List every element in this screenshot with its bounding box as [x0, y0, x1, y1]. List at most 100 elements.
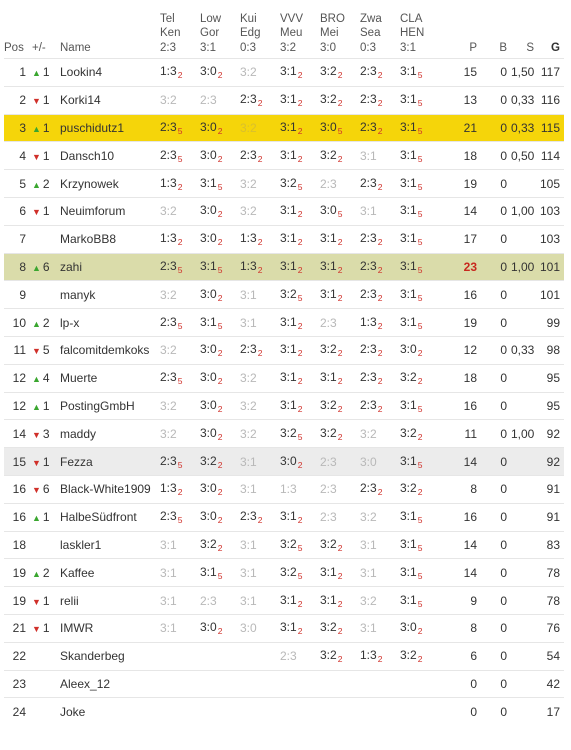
- player-name[interactable]: manyk: [60, 287, 96, 302]
- row-points-p: 18: [463, 148, 477, 163]
- player-name[interactable]: Lookin4: [60, 65, 103, 80]
- table-row[interactable]: 24 Joke 0 0 17: [4, 697, 564, 726]
- player-name[interactable]: Dansch10: [60, 148, 115, 163]
- row-change: ▼ 6: [32, 475, 60, 503]
- row-b: 0: [500, 148, 507, 163]
- player-name[interactable]: MarkoBB8: [60, 232, 117, 247]
- player-name[interactable]: relii: [60, 593, 79, 608]
- prediction-score: 3:2: [320, 620, 337, 635]
- table-row[interactable]: 9 manyk 3:2 3:02 3:1 3:25 3:12 2:32 3:15 16 0 101: [4, 280, 564, 309]
- row-points-p: 17: [463, 232, 477, 247]
- table-row[interactable]: 6 ▼ 1 Neuimforum 3:2 3:02 3:2 3:12 3:05 3:1 3:15 14…: [4, 197, 564, 225]
- prediction-score: 3:0: [360, 454, 377, 469]
- player-name[interactable]: Krzynowek: [60, 176, 119, 191]
- row-change: ▼ 1: [32, 86, 60, 114]
- header-pos[interactable]: Pos: [4, 41, 24, 54]
- header-b[interactable]: B: [499, 41, 507, 54]
- table-row[interactable]: 8 ▲ 6 zahi 2:35 3:15 1:32 3:12 3:12 2:32 3:15 23 0 1,…: [4, 253, 564, 281]
- table-row[interactable]: 11 ▼ 5 falcomitdemkoks 3:2 3:02 2:32 3:12 3:22 2:…: [4, 336, 564, 364]
- table-row[interactable]: 22 Skanderbeg 2:3 3:22 1:32 3:22 6 0 54: [4, 642, 564, 670]
- table-row[interactable]: 10 ▲ 2 lp-x 2:35 3:15 3:1 3:12 2:3 1:32 3:15 19 0 99: [4, 308, 564, 337]
- player-name[interactable]: Aleex_12: [60, 676, 111, 691]
- row-b: 0: [500, 65, 507, 80]
- header-match-1[interactable]: Tel Ken 2:3: [160, 13, 181, 54]
- player-name[interactable]: Fezza: [60, 454, 93, 469]
- header-p[interactable]: P: [469, 41, 477, 54]
- header-match-3[interactable]: Kui Edg 0:3: [240, 13, 261, 54]
- player-name[interactable]: zahi: [60, 259, 83, 274]
- row-position: 12: [12, 398, 26, 413]
- prediction-points: 2: [257, 515, 263, 526]
- header-match-4[interactable]: VVV Meu 3:2: [280, 13, 304, 54]
- table-row[interactable]: 16 ▲ 1 HalbeSüdfront 2:35 3:02 2:32 3:12 2:3 3:2 3…: [4, 503, 564, 531]
- header-name[interactable]: Name: [60, 41, 91, 54]
- player-name[interactable]: laskler1: [60, 537, 102, 552]
- table-row[interactable]: 15 ▼ 1 Fezza 2:35 3:22 3:1 3:02 2:3 3:0 3:15 14 0 92: [4, 447, 564, 476]
- prediction-cell: [280, 670, 320, 698]
- table-row[interactable]: 19 ▲ 2 Kaffee 3:1 3:15 3:1 3:25 3:12 3:1 3:15 14 0 78: [4, 558, 564, 587]
- header-match-6[interactable]: Zwa Sea 0:3: [360, 13, 382, 54]
- arrow-down-icon: ▼: [32, 207, 41, 218]
- player-name[interactable]: IMWR: [60, 621, 94, 636]
- player-name[interactable]: Muerte: [60, 371, 98, 386]
- prediction-score: 2:3: [160, 453, 177, 468]
- header-match-2[interactable]: Low Gor 3:1: [200, 13, 222, 54]
- prediction-score: 3:1: [160, 593, 177, 608]
- prediction-points: 2: [337, 598, 343, 609]
- table-row[interactable]: 16 ▼ 6 Black-White1909 1:32 3:02 3:1 1:3 2:3 2:32…: [4, 475, 564, 503]
- table-row[interactable]: 4 ▼ 1 Dansch10 2:35 3:02 2:32 3:12 3:22 3:1 3:15 18…: [4, 141, 564, 170]
- prediction-points: 2: [297, 209, 303, 220]
- prediction-points: 2: [217, 70, 223, 81]
- prediction-cell: [240, 698, 280, 726]
- table-row[interactable]: 3 ▲ 1 puschidutz1 2:35 3:02 3:2 3:12 3:05 2:32 3:1…: [4, 114, 564, 142]
- table-row[interactable]: 5 ▲ 2 Krzynowek 1:32 3:15 3:2 3:25 2:3 2:32 3:15 19…: [4, 169, 564, 198]
- table-row[interactable]: 7 MarkoBB8 1:32 3:02 1:32 3:12 3:12 2:32 3:15 17 0…: [4, 225, 564, 253]
- prediction-points: 5: [417, 125, 423, 136]
- player-name[interactable]: Skanderbeg: [60, 649, 125, 664]
- table-row[interactable]: 1 ▲ 1 Lookin4 1:32 3:02 3:2 3:12 3:22 2:32 3:15 15 0…: [4, 58, 564, 87]
- table-row[interactable]: 12 ▲ 1 PostingGmbH 3:2 3:02 3:2 3:12 3:22 2:32 3:1…: [4, 392, 564, 420]
- prediction-points: 2: [377, 292, 383, 303]
- row-position: 19: [12, 565, 26, 580]
- row-change: ▼ 1: [32, 197, 60, 225]
- prediction-score: 3:1: [240, 537, 257, 552]
- prediction-cell: 3:2: [240, 392, 280, 420]
- header-g[interactable]: G: [551, 41, 560, 54]
- prediction-score: 3:0: [200, 620, 217, 635]
- prediction-points: 2: [297, 237, 303, 248]
- table-row[interactable]: 23 Aleex_12 0 0 42: [4, 670, 564, 698]
- player-name[interactable]: Joke: [60, 704, 86, 719]
- player-name[interactable]: lp-x: [60, 315, 80, 330]
- table-row[interactable]: 18 laskler1 3:1 3:22 3:1 3:25 3:22 3:1 3:15 14 0 83: [4, 531, 564, 559]
- prediction-cell: 2:32: [240, 503, 280, 531]
- player-name[interactable]: Neuimforum: [60, 204, 126, 219]
- prediction-cell: 2:35: [160, 503, 200, 531]
- prediction-cell: 2:3: [320, 475, 360, 503]
- prediction-cell: 3:15: [400, 531, 440, 559]
- table-row[interactable]: 21 ▼ 1 IMWR 3:1 3:02 3:0 3:12 3:22 3:1 3:02 8 0 76: [4, 614, 564, 642]
- header-change[interactable]: +/-: [32, 41, 46, 54]
- prediction-cell: 2:32: [360, 253, 400, 281]
- prediction-score: 3:1: [360, 621, 377, 636]
- player-name[interactable]: Korki14: [60, 93, 101, 108]
- table-row[interactable]: 2 ▼ 1 Korki14 3:2 2:3 2:32 3:12 3:22 2:32 3:15 13 0 0…: [4, 86, 564, 114]
- row-total-g: 54: [546, 649, 560, 664]
- player-name[interactable]: maddy: [60, 426, 97, 441]
- player-name[interactable]: PostingGmbH: [60, 398, 135, 413]
- table-row[interactable]: 12 ▲ 4 Muerte 2:35 3:02 3:2 3:12 3:12 2:32 3:22 18 0…: [4, 364, 564, 392]
- table-row[interactable]: 19 ▼ 1 relii 3:1 2:3 3:1 3:12 3:12 3:2 3:15 9 0 78: [4, 586, 564, 615]
- prediction-points: 2: [337, 570, 343, 581]
- header-match-7[interactable]: CLA HEN 3:1: [400, 13, 425, 54]
- arrow-down-icon: ▼: [32, 596, 41, 607]
- header-match-5[interactable]: BRO Mei 3:0: [320, 13, 345, 54]
- player-name[interactable]: falcomitdemkoks: [60, 343, 150, 358]
- prediction-score: 3:1: [400, 453, 417, 468]
- player-name[interactable]: Kaffee: [60, 565, 95, 580]
- header-s[interactable]: S: [526, 41, 534, 54]
- table-row[interactable]: 14 ▼ 3 maddy 3:2 3:02 3:2 3:25 3:22 3:2 3:22 11 0 1,0…: [4, 419, 564, 448]
- row-points-p: 0: [470, 704, 477, 719]
- player-name[interactable]: Black-White1909: [60, 482, 151, 497]
- row-s: [511, 559, 538, 587]
- player-name[interactable]: HalbeSüdfront: [60, 510, 137, 525]
- player-name[interactable]: puschidutz1: [60, 120, 125, 135]
